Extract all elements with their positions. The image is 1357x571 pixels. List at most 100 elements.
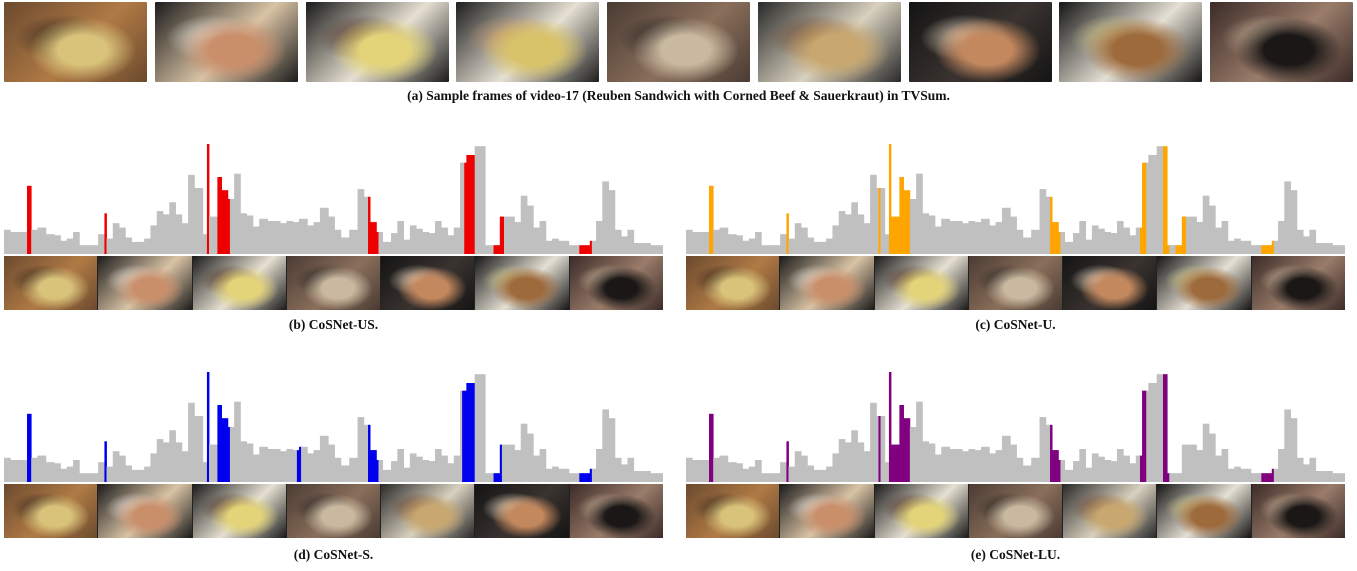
- score-bar: [58, 235, 61, 254]
- score-bar: [945, 446, 948, 482]
- score-bar: [139, 241, 143, 254]
- score-bar: [1234, 466, 1237, 482]
- score-bar: [1104, 232, 1107, 254]
- score-bar: [826, 466, 829, 482]
- score-bar: [859, 442, 863, 482]
- score-bar: [1029, 237, 1032, 254]
- score-bar: [428, 233, 432, 254]
- score-bar: [437, 221, 440, 254]
- selected-shot-bar: [221, 190, 225, 254]
- score-bar: [261, 446, 264, 482]
- score-bar: [623, 464, 626, 482]
- score-bar: [516, 222, 520, 254]
- score-bar: [1146, 390, 1149, 482]
- frame-slicing-sandwich: [456, 2, 600, 82]
- score-bar: [1200, 222, 1204, 254]
- score-bar: [1125, 455, 1128, 482]
- score-bar: [1225, 221, 1229, 254]
- score-bar: [1070, 469, 1074, 482]
- score-bar: [169, 430, 172, 482]
- score-bar: [750, 238, 754, 254]
- score-bar: [838, 211, 842, 254]
- selected-shot-bar: [368, 196, 371, 254]
- score-bar: [1303, 464, 1306, 482]
- score-bar: [928, 215, 932, 254]
- score-bar: [807, 237, 810, 254]
- selected-shot-bar: [497, 473, 501, 482]
- score-bar: [426, 460, 430, 482]
- score-bar: [951, 449, 955, 482]
- score-bar: [1068, 241, 1072, 254]
- score-bar: [70, 238, 74, 254]
- score-bar: [1250, 245, 1254, 254]
- score-bar: [460, 390, 463, 482]
- score-bar: [870, 174, 873, 254]
- score-bar: [604, 181, 607, 254]
- score-bar: [941, 446, 944, 482]
- score-bar: [533, 227, 536, 254]
- score-bar: [995, 222, 999, 254]
- score-bar: [886, 234, 890, 254]
- score-bar: [855, 430, 858, 482]
- score-bar: [1137, 227, 1141, 254]
- score-bar: [809, 465, 812, 482]
- score-bar: [957, 449, 961, 482]
- score-bar: [1338, 245, 1342, 254]
- score-bar: [811, 465, 815, 482]
- score-bar: [642, 243, 645, 254]
- score-bar: [1010, 216, 1013, 254]
- score-bar: [1047, 196, 1051, 254]
- frame-cheese-on-plate: [305, 2, 449, 82]
- score-bar: [631, 229, 635, 254]
- score-bar: [303, 446, 306, 482]
- score-bar: [621, 464, 624, 482]
- score-bar: [1014, 444, 1017, 482]
- score-bar: [970, 449, 974, 482]
- score-bar: [1089, 467, 1093, 482]
- score-bar: [288, 449, 292, 482]
- score-bar: [704, 460, 708, 482]
- score-bar: [1110, 461, 1114, 482]
- score-bar: [564, 468, 568, 482]
- score-bar: [1255, 245, 1258, 254]
- score-bar: [1275, 240, 1279, 254]
- score-bar: [1119, 221, 1122, 254]
- selected-shot-bar: [370, 222, 373, 254]
- score-bar: [629, 229, 633, 254]
- score-bar: [77, 460, 80, 482]
- selected-shot-bar: [1271, 240, 1275, 254]
- score-bar: [1075, 233, 1078, 254]
- score-bar: [556, 238, 559, 254]
- score-bar: [380, 232, 384, 254]
- score-bar: [1096, 453, 1099, 482]
- score-bar: [807, 465, 810, 482]
- score-bar: [119, 455, 122, 482]
- score-bar: [116, 451, 120, 482]
- score-bar: [989, 453, 992, 482]
- score-bar: [610, 190, 614, 254]
- score-bar: [382, 241, 386, 254]
- score-bar: [363, 424, 367, 482]
- score-bar: [1338, 473, 1342, 482]
- score-bar: [1102, 228, 1105, 254]
- score-bar: [980, 446, 984, 482]
- score-bar: [1156, 374, 1160, 482]
- score-bar: [813, 241, 817, 254]
- keyframe-sandwich-halves: [686, 256, 781, 310]
- score-bar: [1077, 461, 1080, 482]
- selected-shot-bar: [903, 418, 907, 482]
- score-bar: [937, 454, 940, 482]
- score-bar: [405, 467, 409, 482]
- score-bar: [267, 221, 271, 254]
- score-bar: [326, 207, 329, 254]
- score-bar: [1043, 417, 1047, 482]
- score-bar: [1332, 245, 1335, 254]
- score-bar: [1336, 473, 1340, 482]
- score-bar: [244, 213, 248, 254]
- score-bar: [365, 196, 369, 254]
- score-bar: [321, 435, 325, 482]
- score-bar: [1286, 409, 1289, 482]
- score-bar: [853, 430, 856, 482]
- keyframe-pan-frying: [1063, 256, 1158, 310]
- score-bar: [441, 227, 444, 254]
